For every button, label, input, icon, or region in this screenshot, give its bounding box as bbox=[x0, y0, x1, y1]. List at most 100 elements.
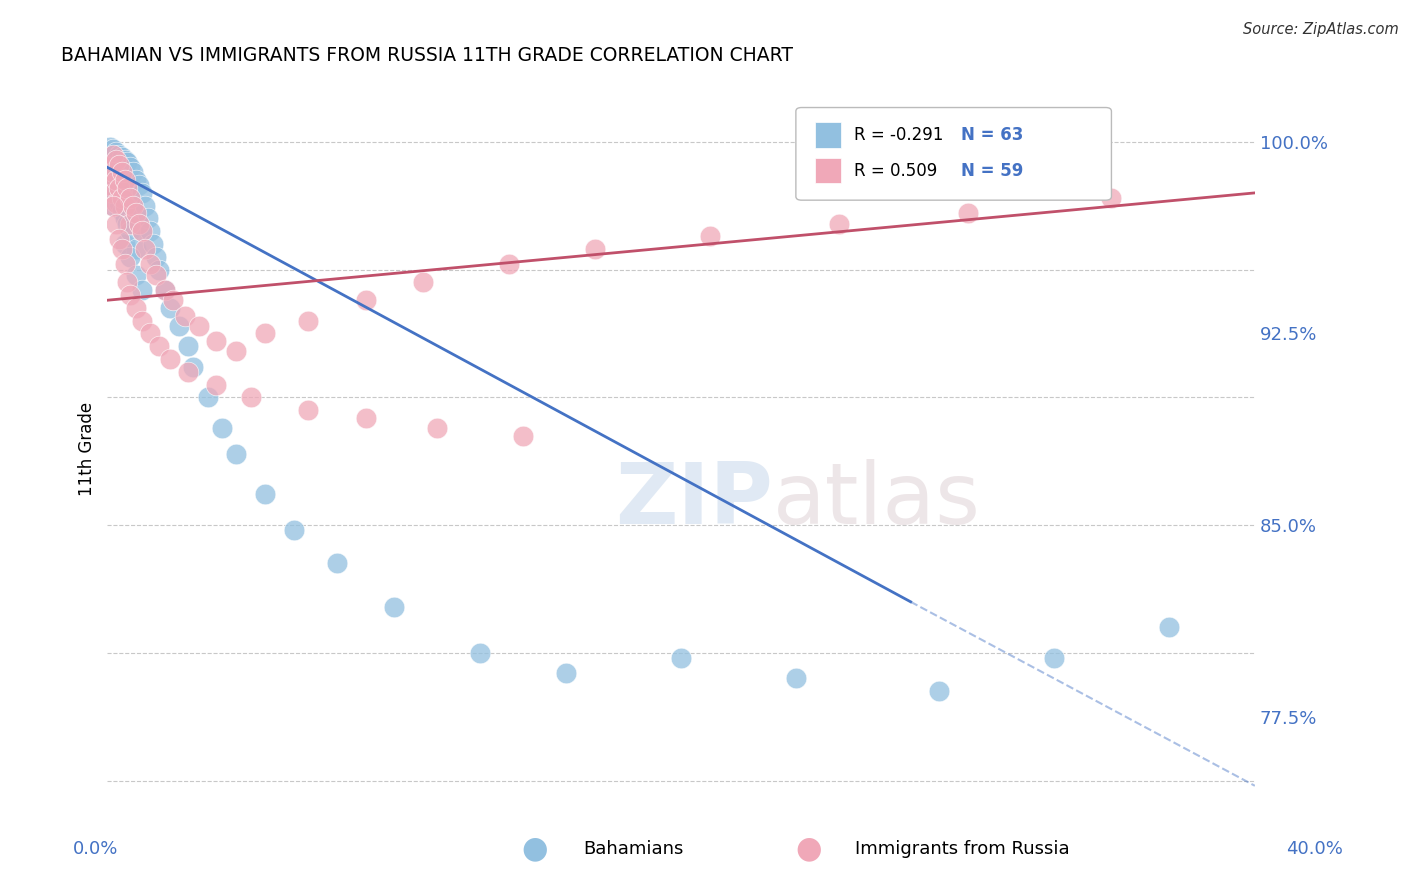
Point bbox=[354, 293, 377, 308]
Point bbox=[98, 155, 121, 169]
Point bbox=[120, 191, 142, 205]
Point bbox=[120, 224, 142, 238]
Point bbox=[114, 173, 136, 187]
Point bbox=[104, 186, 127, 200]
Point bbox=[131, 186, 153, 200]
Bar bbox=[815, 158, 841, 183]
Point bbox=[117, 186, 139, 200]
Point bbox=[512, 428, 534, 442]
Text: R = 0.509: R = 0.509 bbox=[855, 161, 953, 179]
Point bbox=[153, 283, 176, 297]
Point bbox=[104, 173, 127, 187]
Point bbox=[1043, 651, 1066, 665]
Point bbox=[101, 143, 124, 157]
Point bbox=[326, 557, 349, 571]
Point bbox=[239, 390, 262, 404]
Point bbox=[136, 211, 159, 226]
Point bbox=[470, 646, 492, 660]
Bar bbox=[815, 122, 841, 147]
Point bbox=[122, 165, 145, 179]
Point bbox=[173, 309, 195, 323]
Point bbox=[828, 217, 851, 231]
Point bbox=[131, 283, 153, 297]
Point bbox=[114, 199, 136, 213]
Point bbox=[197, 390, 219, 404]
Y-axis label: 11th Grade: 11th Grade bbox=[79, 401, 96, 496]
Point bbox=[134, 242, 156, 256]
Point bbox=[1157, 620, 1180, 634]
Point bbox=[205, 334, 228, 348]
Point bbox=[283, 523, 305, 537]
Text: N = 59: N = 59 bbox=[962, 161, 1024, 179]
Point bbox=[108, 232, 131, 246]
Point bbox=[122, 199, 145, 213]
Point bbox=[139, 257, 162, 271]
Point bbox=[114, 237, 136, 252]
Point bbox=[412, 276, 434, 290]
Text: Bahamians: Bahamians bbox=[583, 840, 683, 858]
Text: 40.0%: 40.0% bbox=[1286, 840, 1343, 858]
Point bbox=[104, 153, 127, 167]
Point bbox=[117, 276, 139, 290]
Point bbox=[111, 242, 134, 256]
Point bbox=[699, 229, 721, 244]
Point bbox=[131, 224, 153, 238]
Point bbox=[167, 318, 190, 333]
Point bbox=[928, 684, 950, 698]
Text: R = -0.291: R = -0.291 bbox=[855, 126, 959, 144]
Point bbox=[117, 181, 139, 195]
Text: ZIP: ZIP bbox=[616, 458, 773, 541]
Point bbox=[120, 288, 142, 302]
Point bbox=[159, 351, 181, 366]
Point bbox=[297, 403, 319, 417]
Point bbox=[139, 326, 162, 341]
Point bbox=[128, 217, 150, 231]
Point bbox=[254, 326, 277, 341]
Point bbox=[120, 191, 142, 205]
Point bbox=[98, 161, 121, 175]
Point bbox=[128, 217, 150, 231]
Point bbox=[122, 199, 145, 213]
Point bbox=[98, 173, 121, 187]
Point bbox=[145, 268, 167, 282]
Point bbox=[108, 181, 131, 195]
Point bbox=[125, 173, 148, 187]
Point bbox=[153, 283, 176, 297]
Point bbox=[134, 199, 156, 213]
Point bbox=[108, 196, 131, 211]
Point bbox=[131, 224, 153, 238]
Point bbox=[111, 191, 134, 205]
Point bbox=[188, 318, 211, 333]
Point bbox=[101, 199, 124, 213]
Point bbox=[108, 170, 131, 185]
Point bbox=[211, 421, 233, 435]
Point bbox=[104, 145, 127, 159]
Point bbox=[111, 165, 134, 179]
Point bbox=[426, 421, 449, 435]
Point bbox=[956, 206, 979, 220]
Point bbox=[111, 203, 134, 218]
Point bbox=[101, 199, 124, 213]
Text: 0.0%: 0.0% bbox=[73, 840, 118, 858]
Text: atlas: atlas bbox=[773, 458, 981, 541]
Point bbox=[101, 178, 124, 193]
Point bbox=[354, 410, 377, 425]
Point bbox=[159, 301, 181, 315]
Point bbox=[139, 224, 162, 238]
Point bbox=[148, 262, 170, 277]
Point bbox=[120, 161, 142, 175]
Point bbox=[98, 140, 121, 154]
Point bbox=[498, 257, 520, 271]
Point bbox=[162, 293, 184, 308]
Point bbox=[104, 196, 127, 211]
Point bbox=[1099, 191, 1122, 205]
Text: ●: ● bbox=[522, 835, 547, 863]
Text: Immigrants from Russia: Immigrants from Russia bbox=[855, 840, 1070, 858]
Point bbox=[382, 599, 405, 614]
Point bbox=[114, 153, 136, 167]
Point bbox=[125, 206, 148, 220]
Point bbox=[145, 250, 167, 264]
Point bbox=[148, 339, 170, 353]
Point bbox=[125, 268, 148, 282]
Point bbox=[117, 217, 139, 231]
